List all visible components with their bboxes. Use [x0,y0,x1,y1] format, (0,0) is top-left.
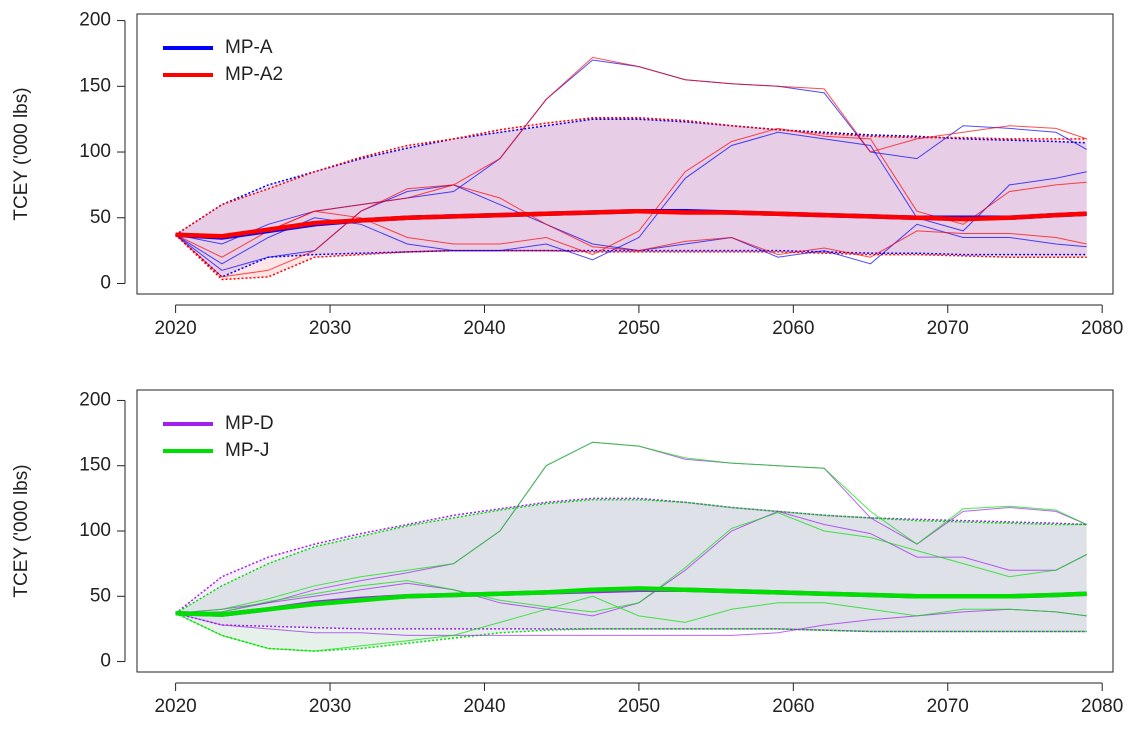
band-edge [175,234,1087,281]
trace-line [175,184,1087,278]
band [175,499,1087,652]
y-tick-label: 200 [79,389,111,410]
y-tick-label: 150 [79,75,111,96]
y-tick-label: 100 [79,520,111,541]
legend-label: MP-A2 [225,64,283,85]
band [175,119,1087,277]
band [175,117,1087,280]
x-tick-label: 2050 [618,696,660,717]
y-tick-label: 0 [100,272,111,293]
band-edge [175,497,1087,614]
x-tick-label: 2030 [309,696,351,717]
x-tick-label: 2070 [927,696,969,717]
panel: 0 50 100 150 200 2020 2030 2040 2050 2060 2070 2080… [11,389,1123,717]
y-tick-label: 100 [79,141,111,162]
y-tick-label: 150 [79,455,111,476]
x-tick-label: 2050 [618,318,660,339]
trace-line [175,56,1087,239]
band-edge [175,117,1087,236]
plot-box [136,389,1114,673]
median-line [175,586,1087,617]
x-tick-label: 2070 [927,318,969,339]
y-tick-label: 200 [79,10,111,31]
x-tick-label: 2020 [154,696,196,717]
trace-line [175,441,1087,614]
band-edge [175,234,1087,278]
x-tick-label: 2040 [463,318,505,339]
x-tick-label: 2020 [154,318,196,339]
x-tick-label: 2080 [1081,318,1123,339]
trace-line [175,512,1087,614]
y-tick-label: 0 [100,651,111,672]
median-line [175,208,1087,239]
y-tick-label: 50 [90,585,111,606]
x-tick-label: 2030 [309,318,351,339]
band-edge [175,498,1087,614]
y-axis-title: TCEY ('000 lbs) [11,87,32,220]
plot-box [136,13,1114,295]
legend-label: MP-J [225,440,269,461]
band-edge [175,612,1087,652]
y-tick-label: 50 [90,207,111,228]
panel: 0 50 100 150 200 2020 2030 2040 2050 2060 2070 2080… [11,10,1123,339]
x-tick-label: 2060 [772,318,814,339]
x-tick-label: 2040 [463,696,505,717]
trace-line [175,595,1087,652]
legend-label: MP-A [225,37,273,58]
x-tick-label: 2060 [772,696,814,717]
trace-line [175,608,1087,636]
x-tick-label: 2080 [1081,696,1123,717]
legend-label: MP-D [225,413,274,434]
y-axis-title: TCEY ('000 lbs) [11,464,32,597]
